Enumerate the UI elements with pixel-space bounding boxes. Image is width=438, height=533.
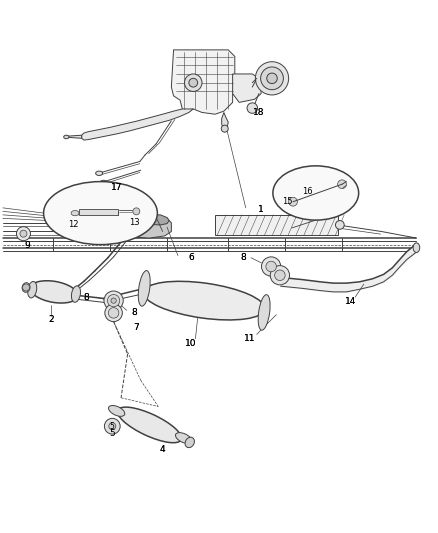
Circle shape [184, 74, 201, 92]
Text: 16: 16 [301, 187, 311, 196]
Text: 8: 8 [83, 293, 89, 302]
Text: 9: 9 [24, 241, 30, 250]
Ellipse shape [138, 271, 150, 306]
Circle shape [270, 265, 289, 285]
Text: 10: 10 [185, 338, 196, 348]
Circle shape [109, 423, 116, 430]
Circle shape [20, 230, 27, 237]
Ellipse shape [185, 437, 194, 448]
Circle shape [288, 197, 297, 206]
Text: 6: 6 [188, 253, 194, 262]
Text: 9: 9 [24, 241, 30, 250]
Circle shape [16, 227, 30, 241]
Text: 4: 4 [159, 445, 165, 454]
Text: 18: 18 [253, 108, 264, 117]
Text: 8: 8 [240, 253, 246, 262]
Circle shape [274, 270, 285, 280]
Text: 1: 1 [258, 205, 263, 214]
Text: 8: 8 [131, 308, 137, 317]
Ellipse shape [71, 211, 79, 216]
Text: 11: 11 [244, 334, 255, 343]
Ellipse shape [95, 171, 102, 175]
Text: 2: 2 [48, 316, 54, 325]
Circle shape [104, 418, 120, 434]
Circle shape [261, 257, 280, 276]
Polygon shape [137, 215, 169, 225]
Ellipse shape [117, 407, 181, 443]
Circle shape [266, 73, 277, 84]
Ellipse shape [43, 182, 157, 245]
Text: 8: 8 [83, 293, 89, 302]
Circle shape [337, 180, 346, 189]
Ellipse shape [30, 281, 78, 303]
Circle shape [188, 78, 197, 87]
Polygon shape [81, 109, 193, 140]
Text: 8: 8 [240, 253, 246, 262]
Text: 5: 5 [110, 422, 114, 431]
Circle shape [221, 125, 228, 132]
Ellipse shape [22, 282, 30, 292]
Ellipse shape [258, 295, 269, 330]
Text: 7: 7 [133, 324, 139, 332]
Text: 4: 4 [159, 445, 165, 454]
Circle shape [105, 304, 122, 321]
Circle shape [107, 295, 120, 307]
Polygon shape [64, 135, 81, 138]
Ellipse shape [64, 135, 69, 139]
Circle shape [22, 284, 29, 291]
Circle shape [108, 308, 119, 318]
Bar [78, 209, 118, 215]
Ellipse shape [71, 286, 80, 302]
Text: 17: 17 [111, 183, 122, 192]
Polygon shape [125, 214, 171, 238]
Text: 7: 7 [133, 324, 139, 332]
Ellipse shape [175, 433, 191, 443]
Circle shape [335, 221, 343, 229]
Text: 18: 18 [253, 108, 264, 117]
Ellipse shape [272, 166, 358, 220]
Text: 6: 6 [188, 253, 194, 262]
Text: 14: 14 [344, 297, 356, 306]
Ellipse shape [143, 281, 264, 320]
Text: 17: 17 [111, 183, 122, 192]
Circle shape [104, 291, 123, 310]
Circle shape [265, 261, 276, 272]
Circle shape [255, 62, 288, 95]
Text: 14: 14 [344, 297, 356, 306]
Ellipse shape [108, 406, 124, 416]
Circle shape [111, 298, 116, 303]
Text: 11: 11 [244, 334, 255, 343]
Text: 8: 8 [131, 308, 137, 317]
Text: 5: 5 [109, 429, 115, 438]
Polygon shape [232, 74, 261, 102]
Text: 13: 13 [129, 218, 139, 227]
Ellipse shape [100, 180, 107, 184]
Text: 1: 1 [258, 205, 263, 214]
Ellipse shape [28, 281, 37, 298]
Text: 2: 2 [48, 316, 54, 325]
Bar [215, 215, 337, 235]
Polygon shape [221, 112, 228, 128]
Polygon shape [171, 50, 239, 114]
Text: 15: 15 [282, 197, 292, 206]
Circle shape [133, 208, 140, 215]
Ellipse shape [412, 243, 419, 253]
Text: 10: 10 [185, 338, 196, 348]
Text: 12: 12 [67, 221, 78, 229]
Circle shape [260, 67, 283, 90]
Circle shape [247, 103, 257, 114]
